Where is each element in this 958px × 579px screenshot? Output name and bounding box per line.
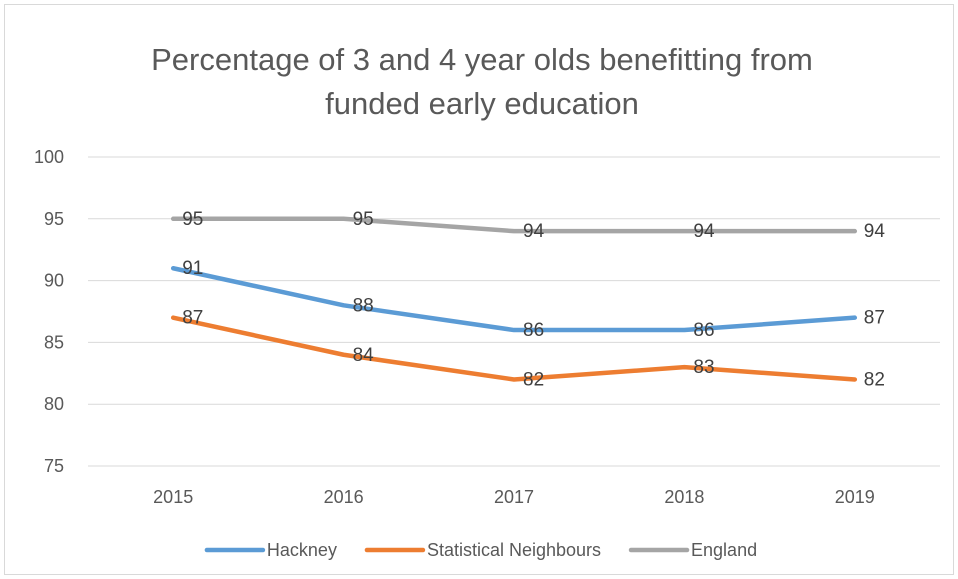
data-label: 87 [864, 308, 885, 329]
data-label: 94 [523, 221, 545, 242]
y-tick-label: 85 [44, 332, 64, 352]
legend-label: Statistical Neighbours [427, 540, 601, 560]
legend-item-hackney: Hackney [204, 540, 337, 560]
chart-frame [4, 4, 954, 575]
x-tick-label: 2015 [153, 487, 193, 507]
series-line-england [170, 216, 858, 234]
y-tick-label: 90 [44, 271, 64, 291]
chart-title-line-2: funded early education [325, 86, 639, 121]
legend-item-england: England [628, 540, 757, 560]
data-label: 83 [693, 357, 714, 378]
data-labels: 91 88 86 86 87 87 84 82 83 82 95 95 94 94 94 [182, 209, 885, 391]
data-label: 82 [523, 369, 544, 390]
y-tick-label: 80 [44, 394, 64, 414]
data-label: 94 [864, 221, 886, 242]
legend-label: Hackney [267, 540, 337, 560]
data-label: 86 [693, 320, 714, 341]
series-line-hackney [170, 265, 858, 333]
data-label: 95 [353, 209, 374, 230]
x-tick-label: 2018 [664, 487, 704, 507]
data-label: 95 [182, 209, 203, 230]
data-label: 87 [182, 308, 203, 329]
x-tick-label: 2017 [494, 487, 534, 507]
y-axis: 75 80 85 90 95 100 [34, 147, 64, 476]
series-lines [170, 216, 858, 382]
y-tick-label: 95 [44, 209, 64, 229]
series-line-statistical-neighbours [170, 315, 858, 382]
chart-title: Percentage of 3 and 4 year olds benefitt… [151, 42, 813, 121]
legend-item-statistical-neighbours: Statistical Neighbours [364, 540, 601, 560]
y-tick-label: 75 [44, 456, 64, 476]
data-label: 84 [353, 345, 375, 366]
data-label: 82 [864, 369, 885, 390]
y-tick-label: 100 [34, 147, 64, 167]
data-label: 94 [693, 221, 715, 242]
legend: Hackney Statistical Neighbours England [204, 540, 757, 560]
gridlines [88, 156, 940, 467]
chart-title-line-1: Percentage of 3 and 4 year olds benefitt… [151, 42, 813, 77]
legend-label: England [691, 540, 757, 560]
data-label: 91 [182, 258, 203, 279]
x-tick-label: 2016 [324, 487, 364, 507]
data-label: 88 [353, 295, 374, 316]
data-label: 86 [523, 320, 544, 341]
x-axis: 2015 2016 2017 2018 2019 [153, 487, 875, 507]
x-tick-label: 2019 [835, 487, 875, 507]
